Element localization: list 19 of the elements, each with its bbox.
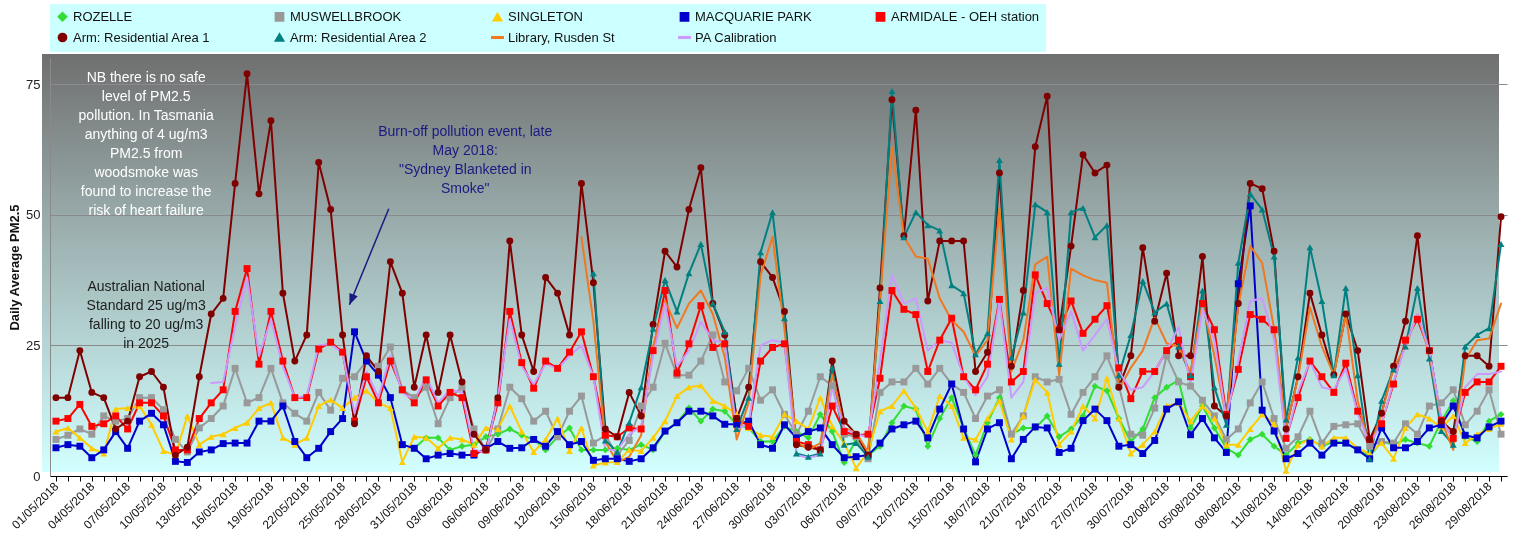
legend-label: SINGLETON bbox=[508, 9, 583, 25]
y-tick-label: 75 bbox=[26, 76, 41, 92]
line-series bbox=[210, 273, 1503, 459]
legend-label: MACQUARIE PARK bbox=[695, 8, 813, 24]
y-tick-label: 0 bbox=[33, 468, 41, 484]
annotation: NB there is no safe level of PM2.5 pollution. In Tasmania anything of 4 ug/m3 PM2.5 from woodsmoke was found to increase the risk of heart failure bbox=[78, 68, 214, 218]
y-tick-label: 25 bbox=[26, 337, 41, 353]
y-axis-title: Daily Average PM2.5 bbox=[7, 204, 23, 331]
legend-label: ARMIDALE - OEH station bbox=[891, 8, 1040, 24]
annotation: Burn-off pollution event, late May 2018: "Sydney Blanketed in Smoke" bbox=[378, 122, 553, 196]
legend-label: Arm: Residential Area 1 bbox=[73, 29, 210, 45]
legend-label: ROZELLE bbox=[73, 8, 133, 24]
legend-label: PA Calibration bbox=[695, 29, 777, 45]
line-series bbox=[580, 145, 1503, 464]
legend-label: MUSWELLBROOK bbox=[290, 8, 402, 24]
annotation: Australian National Standard 25 ug/m3 falling to 20 ug/m3 in 2025 bbox=[86, 277, 206, 351]
legend-label: Arm: Residential Area 2 bbox=[290, 29, 427, 45]
legend-label: Library, Rusden St bbox=[508, 29, 616, 45]
y-tick-label: 50 bbox=[26, 207, 41, 223]
